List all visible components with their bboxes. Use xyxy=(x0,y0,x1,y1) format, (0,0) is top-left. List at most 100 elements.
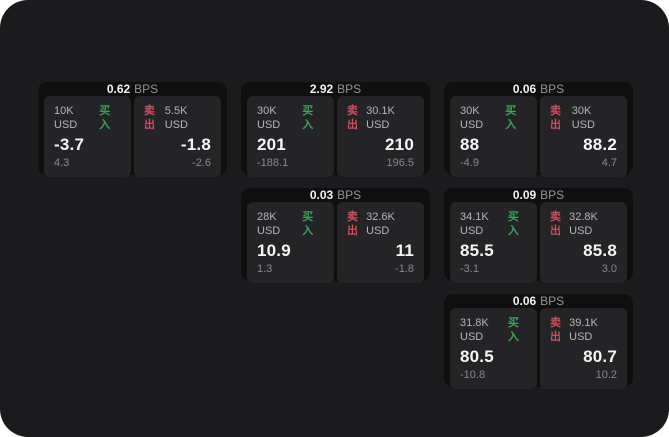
card-header: 2.92 BPS xyxy=(247,82,424,96)
sell-amount: 30K USD xyxy=(571,105,595,131)
buy-panel[interactable]: 10K USD 买入 -3.7 4.3 xyxy=(44,96,131,177)
sell-price: 11 xyxy=(395,241,414,260)
sell-delta: 3.0 xyxy=(601,263,617,275)
card-header: 0.62 BPS xyxy=(44,82,221,96)
buy-amount: 34.1K USD xyxy=(460,211,489,237)
buy-panel-top: 34.1K USD 买入 xyxy=(460,210,527,238)
quote-card: 0.03 BPS 28K USD 买入 10.9 1.3 卖出 32.6K US… xyxy=(241,188,430,283)
buy-panel[interactable]: 31.8K USD 买入 80.5 -10.8 xyxy=(450,308,537,389)
buy-delta: -188.1 xyxy=(257,157,289,169)
buy-price: 88 xyxy=(460,135,480,154)
buy-amount: 28K USD xyxy=(257,211,281,237)
buy-panel-top: 10K USD 买入 xyxy=(54,104,121,132)
buy-panel[interactable]: 30K USD 买入 88 -4.9 xyxy=(450,96,537,177)
bps-value: 0.62 xyxy=(106,82,131,96)
buy-delta: 4.3 xyxy=(54,157,70,169)
panels: 31.8K USD 买入 80.5 -10.8 卖出 39.1K USD 80.… xyxy=(450,308,627,389)
bps-unit-label: BPS xyxy=(540,188,565,202)
sell-price: -1.8 xyxy=(180,135,211,154)
bps-value: 0.09 xyxy=(512,188,537,202)
sell-delta: -1.8 xyxy=(395,263,414,275)
buy-price: 80.5 xyxy=(460,347,494,366)
sell-price: 88.2 xyxy=(583,135,617,154)
buy-panel[interactable]: 28K USD 买入 10.9 1.3 xyxy=(247,202,334,283)
buy-panel[interactable]: 30K USD 买入 201 -188.1 xyxy=(247,96,334,177)
buy-delta: -10.8 xyxy=(460,369,486,381)
sell-panel-top: 卖出 32.6K USD xyxy=(347,210,414,238)
sell-price: 85.8 xyxy=(583,241,617,260)
buy-side-label: 买入 xyxy=(507,211,519,237)
buy-amount: 30K USD xyxy=(460,105,484,131)
quote-card: 0.06 BPS 30K USD 买入 88 -4.9 卖出 30K USD xyxy=(444,82,633,177)
sell-side-label: 卖出 xyxy=(550,317,561,343)
panels: 34.1K USD 买入 85.5 -3.1 卖出 32.8K USD 85.8… xyxy=(450,202,627,283)
buy-panel-top: 30K USD 买入 xyxy=(257,104,324,132)
panels: 30K USD 买入 88 -4.9 卖出 30K USD 88.2 4.7 xyxy=(450,96,627,177)
card-header: 0.03 BPS xyxy=(247,188,424,202)
buy-delta: -4.9 xyxy=(460,157,479,169)
buy-delta: -3.1 xyxy=(460,263,479,275)
bps-unit-label: BPS xyxy=(337,188,362,202)
card-header: 0.09 BPS xyxy=(450,188,627,202)
bps-unit-label: BPS xyxy=(134,82,159,96)
quote-card: 0.09 BPS 34.1K USD 买入 85.5 -3.1 卖出 32.8K… xyxy=(444,188,633,283)
sell-panel-top: 卖出 30.1K USD xyxy=(347,104,414,132)
sell-panel-top: 卖出 30K USD xyxy=(550,104,617,132)
buy-side-label: 买入 xyxy=(302,105,314,131)
sell-panel-top: 卖出 5.5K USD xyxy=(144,104,211,132)
sell-panel-top: 卖出 39.1K USD xyxy=(550,316,617,344)
sell-delta: 196.5 xyxy=(386,157,414,169)
bps-value: 0.06 xyxy=(512,294,537,308)
sell-panel[interactable]: 卖出 30.1K USD 210 196.5 xyxy=(337,96,424,177)
panels: 10K USD 买入 -3.7 4.3 卖出 5.5K USD -1.8 -2.… xyxy=(44,96,221,177)
sell-panel[interactable]: 卖出 32.8K USD 85.8 3.0 xyxy=(540,202,627,283)
sell-side-label: 卖出 xyxy=(550,211,561,237)
buy-side-label: 买入 xyxy=(505,105,517,131)
sell-panel-top: 卖出 32.8K USD xyxy=(550,210,617,238)
card-header: 0.06 BPS xyxy=(450,82,627,96)
buy-amount: 30K USD xyxy=(257,105,281,131)
bps-value: 2.92 xyxy=(309,82,334,96)
sell-panel[interactable]: 卖出 32.6K USD 11 -1.8 xyxy=(337,202,424,283)
sell-panel[interactable]: 卖出 39.1K USD 80.7 10.2 xyxy=(540,308,627,389)
buy-panel-top: 30K USD 买入 xyxy=(460,104,527,132)
sell-side-label: 卖出 xyxy=(347,105,358,131)
bps-value: 0.06 xyxy=(512,82,537,96)
sell-panel[interactable]: 卖出 5.5K USD -1.8 -2.6 xyxy=(134,96,221,177)
bps-unit-label: BPS xyxy=(540,294,565,308)
buy-panel[interactable]: 34.1K USD 买入 85.5 -3.1 xyxy=(450,202,537,283)
buy-amount: 31.8K USD xyxy=(460,317,489,343)
sell-side-label: 卖出 xyxy=(347,211,358,237)
quote-card: 0.62 BPS 10K USD 买入 -3.7 4.3 卖出 5.5K USD xyxy=(38,82,227,177)
bps-value: 0.03 xyxy=(309,188,334,202)
sell-side-label: 卖出 xyxy=(144,105,155,131)
sell-amount: 5.5K USD xyxy=(164,105,189,131)
panels: 30K USD 买入 201 -188.1 卖出 30.1K USD 210 1… xyxy=(247,96,424,177)
sell-amount: 32.8K USD xyxy=(569,211,598,237)
sell-amount: 32.6K USD xyxy=(366,211,395,237)
buy-delta: 1.3 xyxy=(257,263,273,275)
buy-amount: 10K USD xyxy=(54,105,78,131)
buy-price: 201 xyxy=(257,135,286,154)
quote-card: 2.92 BPS 30K USD 买入 201 -188.1 卖出 30.1K … xyxy=(241,82,430,177)
panels: 28K USD 买入 10.9 1.3 卖出 32.6K USD 11 -1.8 xyxy=(247,202,424,283)
buy-side-label: 买入 xyxy=(99,105,111,131)
sell-amount: 39.1K USD xyxy=(569,317,598,343)
sell-delta: -2.6 xyxy=(192,157,211,169)
sell-price: 80.7 xyxy=(583,347,617,366)
card-header: 0.06 BPS xyxy=(450,294,627,308)
sell-delta: 4.7 xyxy=(601,157,617,169)
buy-price: -3.7 xyxy=(54,135,85,154)
sell-price: 210 xyxy=(385,135,414,154)
sell-side-label: 卖出 xyxy=(550,105,561,131)
sell-amount: 30.1K USD xyxy=(366,105,395,131)
quote-card-grid: 0.62 BPS 10K USD 买入 -3.7 4.3 卖出 5.5K USD xyxy=(38,82,633,389)
buy-panel-top: 31.8K USD 买入 xyxy=(460,316,527,344)
buy-price: 10.9 xyxy=(257,241,291,260)
sell-delta: 10.2 xyxy=(595,369,617,381)
sell-panel[interactable]: 卖出 30K USD 88.2 4.7 xyxy=(540,96,627,177)
buy-price: 85.5 xyxy=(460,241,494,260)
bps-unit-label: BPS xyxy=(337,82,362,96)
buy-panel-top: 28K USD 买入 xyxy=(257,210,324,238)
